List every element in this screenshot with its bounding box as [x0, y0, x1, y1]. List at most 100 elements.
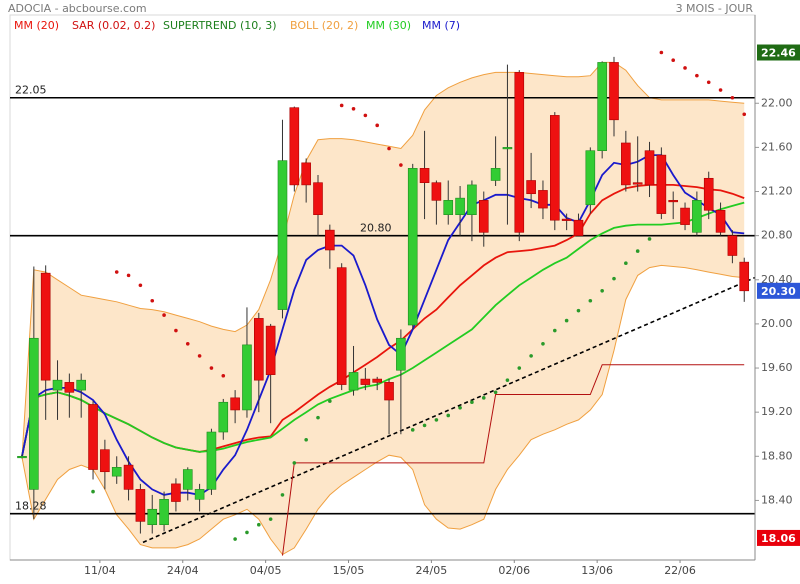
x-tick-label: 02/06: [498, 564, 530, 577]
y-tick-label: 20.00: [761, 317, 793, 330]
candle-body: [265, 325, 276, 375]
candle-body: [230, 397, 240, 411]
sar-dot: [588, 298, 593, 303]
candle-body: [88, 404, 98, 470]
sar-dot: [245, 530, 249, 535]
candle-body: [739, 261, 750, 292]
candle-body: [384, 382, 394, 401]
candle-body: [715, 209, 726, 233]
candle-body: [301, 162, 311, 186]
price-marker-label: 18.06: [761, 532, 796, 545]
candle-body: [419, 168, 430, 183]
sar-dot: [505, 378, 510, 382]
supertrend-line: [282, 364, 745, 556]
period-label: 3 MOIS - JOUR: [676, 2, 754, 15]
candle-body: [692, 200, 702, 233]
candle-body: [478, 200, 489, 233]
candle-body: [194, 489, 205, 500]
y-tick-label: 19.60: [761, 361, 793, 374]
sar-dot: [706, 80, 711, 85]
candle-body: [597, 62, 607, 151]
candle-body: [40, 272, 51, 381]
sar-dot: [316, 415, 320, 420]
sar-dot: [600, 289, 604, 293]
candle-body: [372, 378, 383, 383]
candle-body: [632, 182, 643, 185]
sar-dot: [718, 88, 723, 92]
candle-body: [182, 469, 193, 490]
candle-body: [668, 200, 679, 203]
sar-dot: [635, 249, 640, 253]
sar-dot: [209, 366, 214, 370]
x-tick-label: 04/05: [250, 564, 282, 577]
candle-body: [348, 372, 359, 391]
candle-body: [467, 184, 477, 215]
candle-body: [538, 190, 548, 209]
bollinger-upper: [21, 61, 745, 458]
sar-dot: [304, 437, 308, 442]
sar-dot: [470, 400, 474, 405]
sar-dot: [458, 405, 462, 410]
sar-dot: [185, 341, 190, 346]
sar-dot: [553, 328, 557, 333]
y-tick-label: 21.60: [761, 140, 793, 153]
sar-dot: [221, 373, 226, 378]
sar-dot: [280, 493, 285, 497]
candle-body: [135, 489, 146, 522]
candle-body: [52, 379, 63, 391]
legend-entry: MM (30): [366, 19, 411, 32]
sar-dot: [114, 270, 119, 274]
x-tick-label: 24/04: [167, 564, 199, 577]
candle-body: [680, 207, 690, 225]
y-tick-label: 20.80: [761, 229, 793, 242]
price-marker: [757, 529, 800, 546]
sar-dot: [387, 146, 391, 151]
candle-body: [159, 499, 169, 525]
candle-body: [561, 218, 572, 221]
y-tick-label: 21.20: [761, 185, 793, 198]
legend-entry: SUPERTREND (10, 3): [163, 19, 277, 32]
bollinger-lower: [21, 264, 745, 556]
sar-dot: [91, 489, 95, 494]
candle-body: [17, 455, 27, 459]
legend-entry: MM (7): [422, 19, 460, 32]
candle-body: [254, 318, 264, 381]
sar-dot: [493, 390, 498, 395]
candle-body: [313, 182, 323, 215]
candle-body: [549, 115, 560, 221]
candle-body: [100, 449, 110, 473]
sar-dot: [363, 113, 368, 118]
sar-dot: [529, 354, 533, 358]
candle-body: [325, 229, 335, 251]
sar-dot: [410, 428, 415, 432]
candle-body: [585, 150, 596, 206]
sar-dot: [612, 276, 616, 281]
candle-body: [336, 267, 347, 385]
candle-body: [277, 160, 288, 310]
sar-dot: [126, 273, 131, 278]
candle-body: [289, 107, 300, 186]
candle-body: [609, 62, 619, 121]
sar-dot: [446, 413, 451, 418]
chart-title: ADOCIA - abcbourse.com: [8, 2, 147, 15]
legend-entry: SAR (0.02, 0.2): [72, 19, 155, 32]
candle-body: [396, 337, 406, 371]
candle-body: [502, 147, 513, 150]
x-tick-label: 13/06: [581, 564, 613, 577]
candle-body: [644, 150, 655, 186]
x-tick-label: 11/04: [84, 564, 116, 577]
sar-dot: [328, 399, 332, 403]
legend-entry: BOLL (20, 2): [290, 19, 358, 32]
sar-dot: [730, 95, 735, 100]
sar-dot: [197, 354, 202, 358]
candle-body: [455, 197, 465, 215]
reference-label: 18.28: [15, 500, 47, 513]
y-tick-label: 18.40: [761, 493, 793, 506]
candle-body: [76, 379, 86, 391]
candle-body: [407, 168, 418, 326]
candle-body: [29, 337, 39, 490]
candle-body: [703, 177, 714, 211]
price-marker: [757, 282, 800, 299]
plot-area: 18.40 18.80 19.20 19.60 20.00 20.40 20.80 21.20…: [9, 14, 800, 577]
